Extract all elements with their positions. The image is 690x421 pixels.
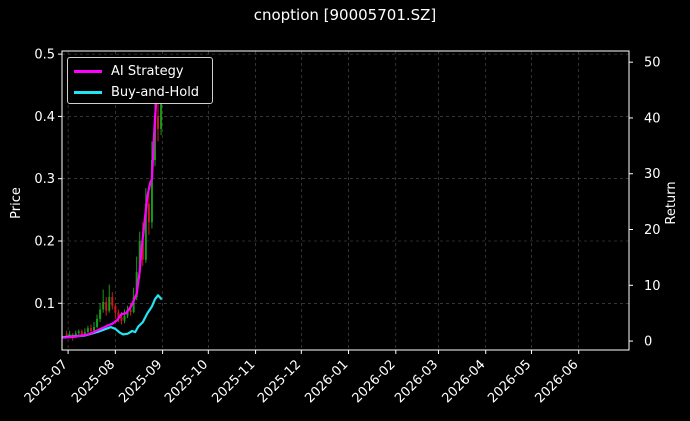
legend-item-ai-strategy: AI Strategy	[74, 64, 184, 79]
candle-body	[138, 240, 141, 273]
candle-body	[74, 333, 77, 337]
candle-body	[80, 331, 83, 335]
y-tick-label-right: 10	[644, 279, 661, 294]
candle-body	[99, 309, 102, 319]
candle-body	[86, 328, 89, 332]
legend-label-buy-and-hold: Buy-and-Hold	[111, 85, 200, 100]
candle-body	[102, 302, 105, 310]
candle-body	[96, 318, 99, 327]
candle-body	[89, 328, 92, 331]
legend-swatch-buy-and-hold	[74, 91, 102, 94]
candle-body	[65, 334, 68, 336]
y-tick-label-right: 0	[644, 335, 652, 350]
candle-body	[144, 203, 147, 260]
y-tick-label-right: 50	[644, 56, 661, 71]
y-tick-label-left: 0.3	[34, 172, 55, 187]
legend-item-buy-and-hold: Buy-and-Hold	[74, 85, 199, 100]
legend-swatch-ai-strategy	[74, 70, 102, 73]
candle-body	[68, 334, 71, 336]
candle-body	[83, 331, 86, 335]
candle-body	[117, 312, 120, 317]
y-tick-label-right: 30	[644, 167, 661, 182]
y-tick-label-right: 40	[644, 111, 661, 126]
legend: AI Strategy Buy-and-Hold	[67, 57, 213, 104]
candle-body	[141, 240, 144, 260]
candle-body	[77, 331, 80, 334]
candle-body	[108, 297, 111, 311]
right-axis-ticks: 0 10 20 30 40 50	[629, 56, 661, 350]
candle-body	[114, 305, 117, 313]
y-tick-label-left: 0.5	[34, 48, 55, 63]
candle-body	[123, 315, 126, 321]
candle-body	[150, 160, 153, 223]
y-tick-label-left: 0.1	[34, 297, 55, 312]
y-axis-label-left: Price	[9, 187, 24, 219]
candle-body	[129, 309, 132, 313]
candle-body	[105, 302, 108, 311]
candle-body	[120, 316, 123, 321]
left-axis-ticks: 0.1 0.2 0.3 0.4 0.5	[34, 48, 62, 312]
candle-body	[160, 103, 163, 129]
candle-body	[132, 297, 135, 313]
candle-body	[111, 297, 114, 306]
y-axis-label-right: Return	[664, 181, 679, 224]
y-tick-label-left: 0.4	[34, 110, 55, 125]
candle-body	[135, 272, 138, 298]
candle-body	[93, 326, 96, 331]
line-series	[62, 88, 163, 339]
y-tick-label-left: 0.2	[34, 234, 55, 249]
chart-title: cnoption [90005701.SZ]	[253, 6, 437, 24]
y-tick-label-right: 20	[644, 223, 661, 238]
candle-body	[157, 116, 160, 129]
plot-frame	[61, 50, 630, 351]
legend-label-ai-strategy: AI Strategy	[111, 64, 184, 79]
ai-strategy-line	[62, 88, 160, 339]
candle-body	[147, 203, 150, 223]
